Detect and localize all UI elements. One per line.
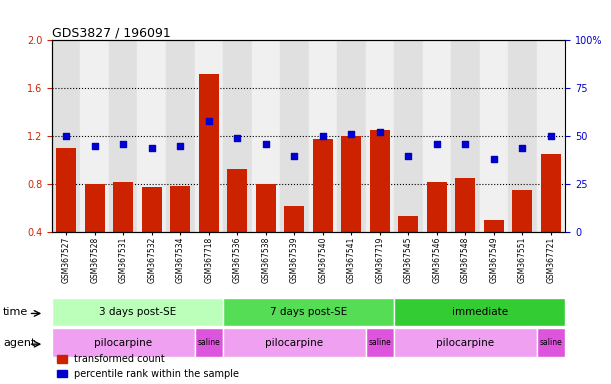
Bar: [451, 40, 480, 232]
Bar: [394, 40, 423, 232]
Point: [261, 141, 271, 147]
Point: [318, 133, 327, 139]
Text: GDS3827 / 196091: GDS3827 / 196091: [52, 26, 170, 39]
Point: [346, 131, 356, 137]
Bar: [199, 74, 219, 280]
Text: pilocarpine: pilocarpine: [94, 338, 152, 348]
Bar: [113, 182, 133, 280]
Bar: [170, 185, 190, 280]
Point: [375, 129, 385, 136]
Bar: [513, 190, 532, 280]
Point: [489, 156, 499, 162]
Bar: [480, 40, 508, 232]
Point: [290, 152, 299, 159]
Text: 7 days post-SE: 7 days post-SE: [270, 307, 347, 317]
Text: pilocarpine: pilocarpine: [265, 338, 323, 348]
Bar: [194, 40, 223, 232]
Bar: [284, 206, 304, 280]
Bar: [394, 298, 565, 326]
Bar: [81, 40, 109, 232]
Bar: [394, 328, 536, 357]
Bar: [109, 40, 137, 232]
Bar: [365, 40, 394, 232]
Bar: [455, 178, 475, 280]
Bar: [541, 154, 561, 280]
Text: time: time: [3, 307, 28, 317]
Bar: [370, 130, 390, 280]
Bar: [508, 40, 536, 232]
Bar: [536, 328, 565, 357]
Text: saline: saline: [368, 338, 391, 347]
Text: pilocarpine: pilocarpine: [436, 338, 494, 348]
Bar: [536, 40, 565, 232]
Bar: [313, 139, 333, 280]
Point: [175, 143, 185, 149]
Bar: [52, 40, 81, 232]
Bar: [398, 215, 419, 280]
Point: [119, 141, 128, 147]
Point: [147, 145, 156, 151]
Bar: [52, 298, 223, 326]
Bar: [223, 298, 394, 326]
Text: saline: saline: [540, 338, 562, 347]
Bar: [423, 40, 451, 232]
Point: [232, 135, 242, 141]
Bar: [56, 148, 76, 280]
Bar: [484, 220, 504, 280]
Bar: [309, 40, 337, 232]
Bar: [256, 184, 276, 280]
Legend: transformed count, percentile rank within the sample: transformed count, percentile rank withi…: [57, 354, 240, 379]
Point: [403, 152, 413, 159]
Bar: [252, 40, 280, 232]
Bar: [137, 40, 166, 232]
Bar: [194, 328, 223, 357]
Point: [61, 133, 71, 139]
Bar: [142, 187, 162, 280]
Bar: [365, 328, 394, 357]
Point: [461, 141, 470, 147]
Text: agent: agent: [3, 338, 35, 348]
Text: saline: saline: [197, 338, 220, 347]
Bar: [337, 40, 365, 232]
Bar: [223, 328, 365, 357]
Point: [204, 118, 214, 124]
Bar: [166, 40, 194, 232]
Bar: [223, 40, 252, 232]
Text: 3 days post-SE: 3 days post-SE: [99, 307, 176, 317]
Bar: [427, 182, 447, 280]
Point: [518, 145, 527, 151]
Point: [90, 143, 100, 149]
Bar: [342, 136, 361, 280]
Bar: [227, 169, 247, 280]
Bar: [52, 328, 194, 357]
Bar: [280, 40, 309, 232]
Point: [432, 141, 442, 147]
Text: immediate: immediate: [452, 307, 508, 317]
Point: [546, 133, 556, 139]
Bar: [85, 184, 104, 280]
